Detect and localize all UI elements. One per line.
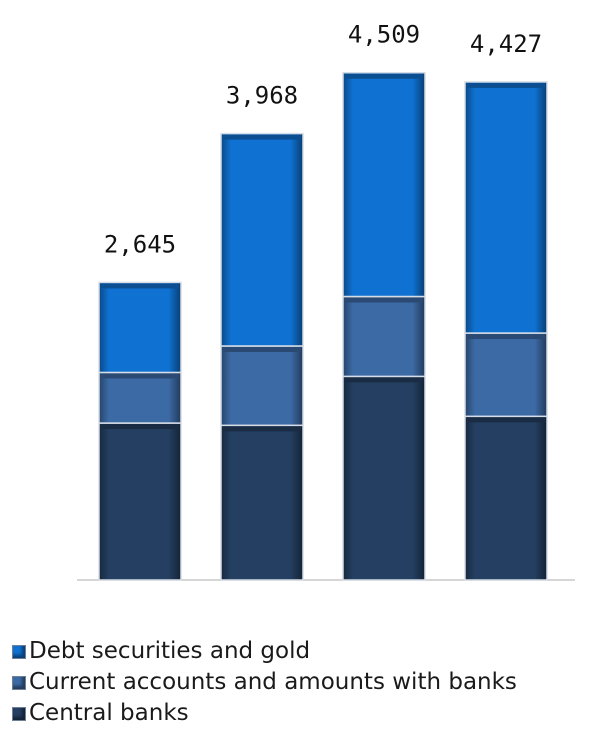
bar-total-label: 2,645 <box>104 230 176 258</box>
bar-total-label: 4,427 <box>470 30 542 58</box>
legend-label-debt-securities: Debt securities and gold <box>29 638 311 664</box>
bar-segment-debt-securities-and-gold-2023 <box>342 71 426 298</box>
legend-label-current-accounts: Current accounts and amounts with banks <box>29 669 517 695</box>
bar-segment-current-accounts-and-amounts-with-banks-2023 <box>342 295 426 378</box>
bar-segment-central-banks-2021 <box>98 422 182 581</box>
bar-total-label: 3,968 <box>226 82 298 110</box>
legend-item-central-banks: Central banks <box>12 698 517 729</box>
legend: Debt securities and gold Current account… <box>12 636 517 729</box>
bar-segment-central-banks-2022 <box>220 424 304 581</box>
bar-segment-central-banks-2023 <box>342 375 426 581</box>
bar-segment-debt-securities-and-gold-2021 <box>98 281 182 374</box>
bar-segment-current-accounts-and-amounts-with-banks-2021 <box>98 371 182 424</box>
bar-segment-current-accounts-and-amounts-with-banks-2022 <box>220 345 304 427</box>
bar-segment-central-banks-q1-2024 <box>464 415 548 581</box>
legend-swatch-current-accounts <box>12 675 26 690</box>
bar-total-label: 4,509 <box>348 21 420 49</box>
bar-segment-debt-securities-and-gold-2022 <box>220 132 304 347</box>
legend-item-debt-securities: Debt securities and gold <box>12 636 517 667</box>
legend-swatch-debt-securities <box>12 644 26 659</box>
legend-swatch-central-banks <box>12 706 26 721</box>
legend-label-central-banks: Central banks <box>29 700 189 726</box>
legend-item-current-accounts: Current accounts and amounts with banks <box>12 667 517 698</box>
bar-segment-current-accounts-and-amounts-with-banks-q1-2024 <box>464 332 548 418</box>
stacked-bar-chart: 2,64520213,96820224,50920234,427q1, 2024 <box>77 21 575 581</box>
bar-segment-debt-securities-and-gold-q1-2024 <box>464 81 548 334</box>
